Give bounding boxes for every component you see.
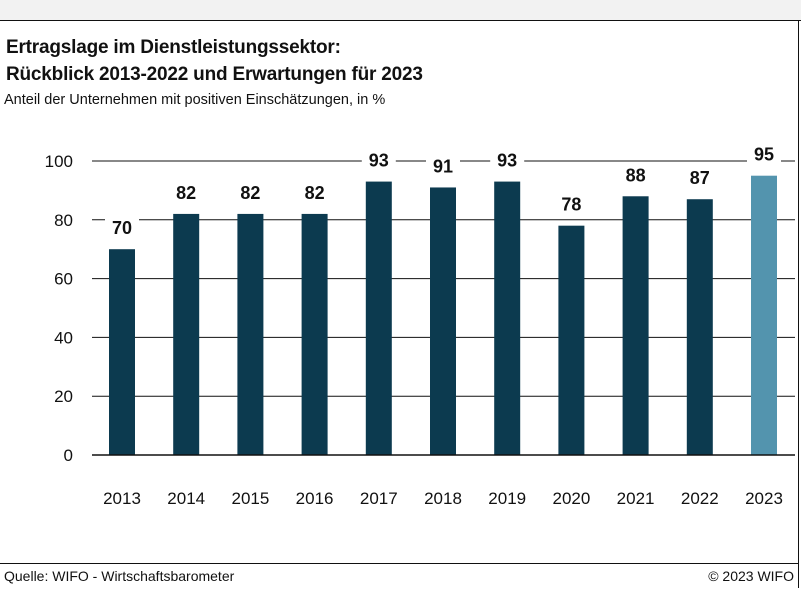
value-label-backdrop bbox=[361, 147, 396, 170]
x-tick-label: 2013 bbox=[103, 489, 141, 508]
bar bbox=[237, 213, 264, 455]
bar-forecast bbox=[751, 175, 777, 455]
top-divider bbox=[0, 20, 801, 21]
y-tick-label: 0 bbox=[64, 446, 73, 465]
y-tick-label: 20 bbox=[54, 387, 73, 406]
x-tick-label: 2019 bbox=[488, 489, 526, 508]
chart-subtitle: Anteil der Unternehmen mit positiven Ein… bbox=[4, 92, 386, 108]
value-label: 87 bbox=[690, 168, 710, 188]
value-label: 78 bbox=[561, 195, 581, 215]
chart-title: Ertragslage im Dienstleistungssektor: Rü… bbox=[6, 34, 423, 88]
value-label: 82 bbox=[240, 183, 260, 203]
value-label-backdrop bbox=[426, 153, 460, 176]
bar bbox=[622, 196, 649, 455]
value-label-backdrop bbox=[682, 165, 717, 188]
x-tick-label: 2018 bbox=[424, 489, 462, 508]
value-label-backdrop bbox=[169, 179, 204, 202]
value-label: 93 bbox=[369, 151, 389, 171]
value-label-backdrop bbox=[490, 147, 525, 170]
value-label-backdrop bbox=[105, 215, 139, 238]
chart-title-line-1: Ertragslage im Dienstleistungssektor: bbox=[6, 37, 341, 58]
x-tick-label: 2023 bbox=[745, 489, 783, 508]
bar bbox=[558, 225, 585, 455]
value-label: 88 bbox=[626, 165, 646, 185]
x-tick-label: 2021 bbox=[617, 489, 655, 508]
x-tick-label: 2015 bbox=[231, 489, 269, 508]
chart-title-line-2: Rückblick 2013-2022 und Erwartungen für … bbox=[6, 64, 423, 85]
copyright-note: © 2023 WIFO bbox=[708, 568, 794, 584]
value-label: 70 bbox=[112, 218, 132, 238]
value-label-backdrop bbox=[233, 179, 268, 202]
x-tick-label: 2016 bbox=[296, 489, 334, 508]
value-label: 93 bbox=[497, 151, 517, 171]
value-label-backdrop bbox=[554, 191, 589, 214]
y-tick-label: 40 bbox=[54, 328, 73, 347]
x-tick-label: 2020 bbox=[552, 489, 590, 508]
bar bbox=[430, 187, 456, 455]
y-tick-label: 60 bbox=[54, 270, 73, 289]
value-label-backdrop bbox=[297, 179, 332, 202]
bar bbox=[686, 199, 713, 455]
value-label: 82 bbox=[176, 183, 196, 203]
top-strip bbox=[0, 0, 801, 20]
right-divider bbox=[798, 20, 799, 588]
bar bbox=[365, 181, 392, 455]
bottom-divider bbox=[0, 563, 798, 564]
bar bbox=[301, 213, 328, 455]
x-tick-label: 2022 bbox=[681, 489, 719, 508]
bar bbox=[494, 181, 521, 455]
value-label: 95 bbox=[754, 145, 774, 165]
y-tick-label: 80 bbox=[54, 211, 73, 230]
x-tick-label: 2014 bbox=[167, 489, 205, 508]
bar bbox=[173, 213, 200, 455]
y-tick-label: 100 bbox=[45, 152, 73, 171]
value-label: 91 bbox=[433, 156, 453, 176]
value-label: 82 bbox=[305, 183, 325, 203]
x-tick-label: 2017 bbox=[360, 489, 398, 508]
bar bbox=[109, 249, 135, 455]
source-note: Quelle: WIFO - Wirtschaftsbarometer bbox=[4, 568, 235, 584]
value-label-backdrop bbox=[747, 141, 781, 164]
value-label-backdrop bbox=[618, 162, 653, 185]
